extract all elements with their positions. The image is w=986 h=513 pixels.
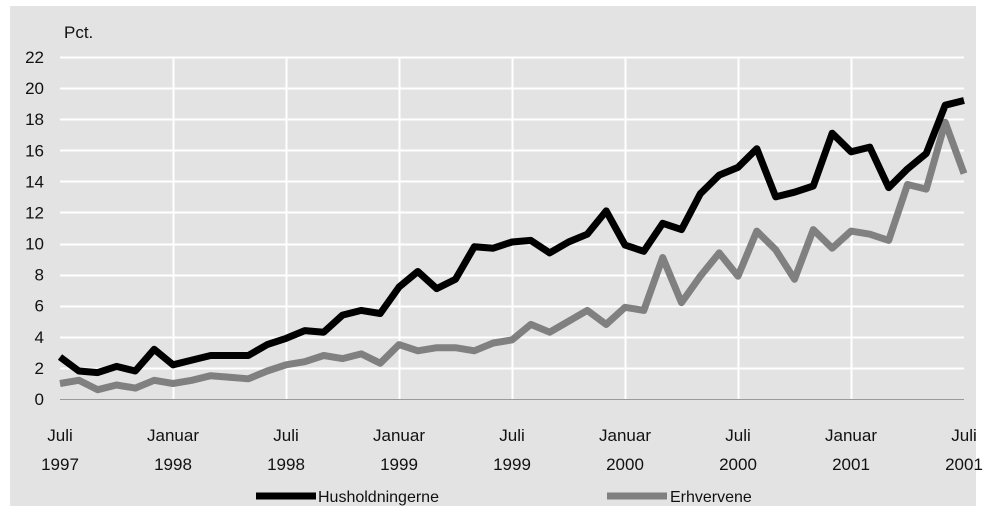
series-line-erhvervene <box>59 118 968 394</box>
y-tick-label: 8 <box>35 266 44 285</box>
x-tick-label: Januar <box>373 426 425 445</box>
x-tick-label: Juli <box>47 426 73 445</box>
y-axis-ticks: 0 2 4 6 8 10 12 14 16 18 20 22 <box>25 48 44 409</box>
y-tick-label: 10 <box>25 235 44 254</box>
x-tick-label: Januar <box>599 426 651 445</box>
legend-label-erhvervene: Erhvervene <box>670 489 752 506</box>
y-tick-label: 20 <box>25 79 44 98</box>
y-tick-label: 22 <box>25 48 44 67</box>
x-tick-label: 2000 <box>606 455 644 474</box>
y-tick-label: 12 <box>25 203 44 222</box>
series-line-husholdningerne <box>57 97 965 377</box>
x-tick-label: Juli <box>499 426 525 445</box>
x-tick-label: 1999 <box>493 455 531 474</box>
x-tick-label: 1998 <box>267 455 305 474</box>
legend: Husholdningerne Erhvervene <box>256 489 752 506</box>
x-axis-ticks: Juli 1997 Januar 1998 Juli 1998 Januar 1999 Juli… <box>41 426 983 474</box>
x-tick-label: 2000 <box>719 455 757 474</box>
series-lines <box>57 97 968 394</box>
y-tick-label: 14 <box>25 172 44 191</box>
x-tick-label: 2001 <box>945 455 983 474</box>
y-tick-label: 0 <box>35 390 44 409</box>
x-tick-label: Januar <box>147 426 199 445</box>
x-tick-label: Januar <box>825 426 877 445</box>
y-tick-label: 4 <box>35 328 44 347</box>
y-axis-label: Pct. <box>64 23 93 42</box>
legend-label-husholdningerne: Husholdningerne <box>318 489 439 506</box>
x-tick-label: Juli <box>273 426 299 445</box>
x-tick-label: Juli <box>725 426 751 445</box>
x-tick-label: Juli <box>951 426 977 445</box>
x-tick-label: 2001 <box>832 455 870 474</box>
x-tick-label: 1997 <box>41 455 79 474</box>
x-tick-label: 1998 <box>154 455 192 474</box>
y-tick-label: 6 <box>35 297 44 316</box>
y-tick-label: 16 <box>25 141 44 160</box>
y-tick-label: 18 <box>25 110 44 129</box>
x-tick-label: 1999 <box>380 455 418 474</box>
y-tick-label: 2 <box>35 359 44 378</box>
